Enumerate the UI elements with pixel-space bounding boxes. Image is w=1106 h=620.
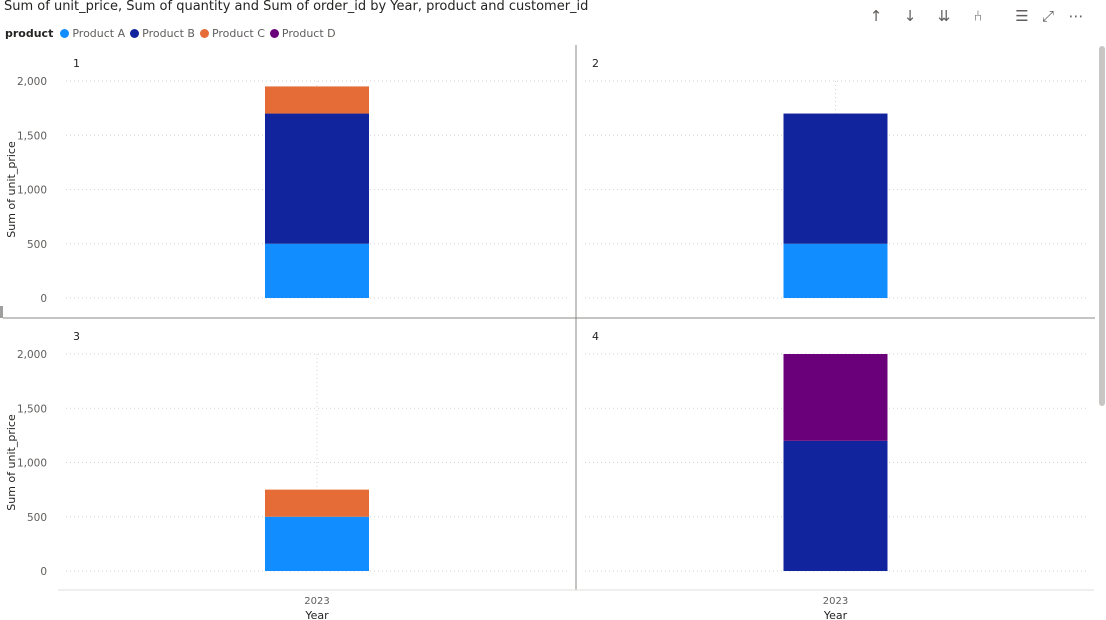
y-tick-label: 1,000 xyxy=(17,458,47,470)
legend-item-product-b[interactable]: Product B xyxy=(130,27,195,40)
focus-mode-icon[interactable]: ⤢ xyxy=(1041,7,1054,25)
legend-dot-icon xyxy=(60,28,70,38)
drill-down-icon[interactable]: ↓ xyxy=(903,7,917,25)
legend-dot-icon xyxy=(199,28,209,38)
panel-label: 2 xyxy=(592,57,599,70)
legend-label: Product B xyxy=(142,26,195,40)
x-tick-label: 2023 xyxy=(823,596,848,607)
vertical-scrollbar[interactable] xyxy=(1099,46,1105,406)
legend: product Product A Product B Product C Pr… xyxy=(5,26,341,40)
bar-product-a xyxy=(265,516,369,571)
bar-product-a xyxy=(265,243,369,298)
x-axis-title: Year xyxy=(823,609,848,620)
bar-product-b xyxy=(783,440,888,571)
y-tick-label: 1,500 xyxy=(17,403,47,415)
y-axis-title: Sum of unit_price xyxy=(5,414,18,511)
legend-item-product-a[interactable]: Product A xyxy=(60,27,125,40)
legend-label: Product C xyxy=(211,26,265,40)
legend-label: Product D xyxy=(281,26,336,40)
panel-label: 1 xyxy=(73,57,80,70)
go-next-level-icon[interactable]: ⇊ xyxy=(937,7,951,25)
y-tick-label: 0 xyxy=(40,566,47,578)
more-options-icon[interactable]: ⋯ xyxy=(1068,7,1084,25)
bar-product-b xyxy=(265,113,369,244)
y-tick-label: 2,000 xyxy=(17,76,47,88)
y-tick-label: 1,000 xyxy=(17,185,47,197)
resize-handle[interactable] xyxy=(0,306,3,318)
expand-hierarchy-icon[interactable]: ⑃ xyxy=(973,7,983,25)
filter-icon[interactable]: ☰ xyxy=(1015,7,1029,25)
panel-label: 3 xyxy=(73,330,80,343)
visual-title: Sum of unit_price, Sum of quantity and S… xyxy=(4,0,589,14)
legend-item-product-c[interactable]: Product C xyxy=(199,26,265,40)
bar-product-c xyxy=(265,489,369,517)
y-tick-label: 2,000 xyxy=(17,349,47,361)
drill-up-icon[interactable]: ↑ xyxy=(869,7,883,25)
legend-item-product-d[interactable]: Product D xyxy=(269,26,336,40)
x-axis-title: Year xyxy=(304,609,329,620)
y-tick-label: 1,500 xyxy=(17,130,47,142)
legend-dot-icon xyxy=(269,28,279,38)
y-tick-label: 0 xyxy=(40,293,47,305)
legend-dot-icon xyxy=(130,28,140,38)
legend-title: product xyxy=(5,26,54,40)
bar-product-a xyxy=(783,243,888,298)
bar-product-b xyxy=(783,113,888,244)
y-tick-label: 500 xyxy=(27,239,47,251)
visual-toolbar: ↑ ↓ ⇊ ⑃ ☰ ⤢ ⋯ xyxy=(866,6,1106,26)
y-tick-label: 500 xyxy=(27,512,47,524)
panel-label: 4 xyxy=(592,330,599,343)
y-axis-title: Sum of unit_price xyxy=(5,141,18,238)
x-tick-label: 2023 xyxy=(304,596,329,607)
bar-product-c xyxy=(265,86,369,114)
legend-label: Product A xyxy=(72,26,126,40)
bar-product-d xyxy=(783,354,888,441)
